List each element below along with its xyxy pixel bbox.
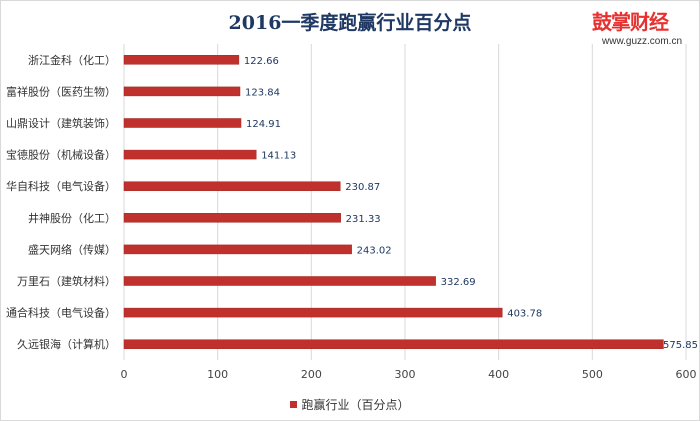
bar <box>123 307 503 318</box>
category-label: 浙江金科（化工） <box>28 53 116 67</box>
brand-url: www.guzz.com.cn <box>602 36 683 47</box>
x-tick-label: 600 <box>676 368 697 381</box>
bar <box>123 55 240 65</box>
x-tick-label: 300 <box>395 368 416 381</box>
data-label: 332.69 <box>441 277 476 288</box>
category-label: 宝德股份（机械设备） <box>6 148 116 162</box>
data-label: 123.84 <box>245 87 280 98</box>
bar <box>123 118 242 128</box>
category-label: 富祥股份（医药生物） <box>6 84 116 98</box>
data-label: 231.33 <box>346 214 381 225</box>
x-tick-label: 500 <box>582 368 603 381</box>
category-label: 万里石（建筑材料） <box>17 274 116 288</box>
x-tick-label: 200 <box>301 368 322 381</box>
bar <box>123 213 341 223</box>
legend: 跑赢行业（百分点） <box>0 396 700 413</box>
data-label: 403.78 <box>507 309 542 320</box>
category-label: 山鼎设计（建筑装饰） <box>6 116 116 130</box>
legend-swatch <box>290 401 298 408</box>
bar <box>123 181 341 191</box>
bar <box>123 86 241 97</box>
x-tick-label: 0 <box>121 368 128 381</box>
data-label: 122.66 <box>244 56 279 67</box>
bar <box>123 244 352 255</box>
bar <box>123 276 436 286</box>
data-label: 575.85 <box>663 340 698 351</box>
brand-logo: 鼓掌财经 <box>592 10 669 34</box>
bar <box>123 149 257 160</box>
category-label: 久远银海（计算机） <box>17 337 116 351</box>
chart-title: 2016一季度跑赢行业百分点 <box>228 12 472 34</box>
data-label: 230.87 <box>345 182 380 193</box>
bar <box>123 339 664 349</box>
category-label: 华自科技（电气设备） <box>6 179 116 193</box>
category-label: 盛天网络（传媒） <box>28 242 116 256</box>
data-label: 141.13 <box>261 151 296 162</box>
data-label: 243.02 <box>357 245 392 256</box>
data-label: 124.91 <box>246 119 281 130</box>
x-tick-label: 400 <box>488 368 509 381</box>
category-label: 通合科技（电气设备） <box>6 306 116 320</box>
category-label: 井神股份（化工） <box>28 211 116 225</box>
legend-label: 跑赢行业（百分点） <box>301 398 410 412</box>
x-tick-label: 100 <box>207 368 228 381</box>
